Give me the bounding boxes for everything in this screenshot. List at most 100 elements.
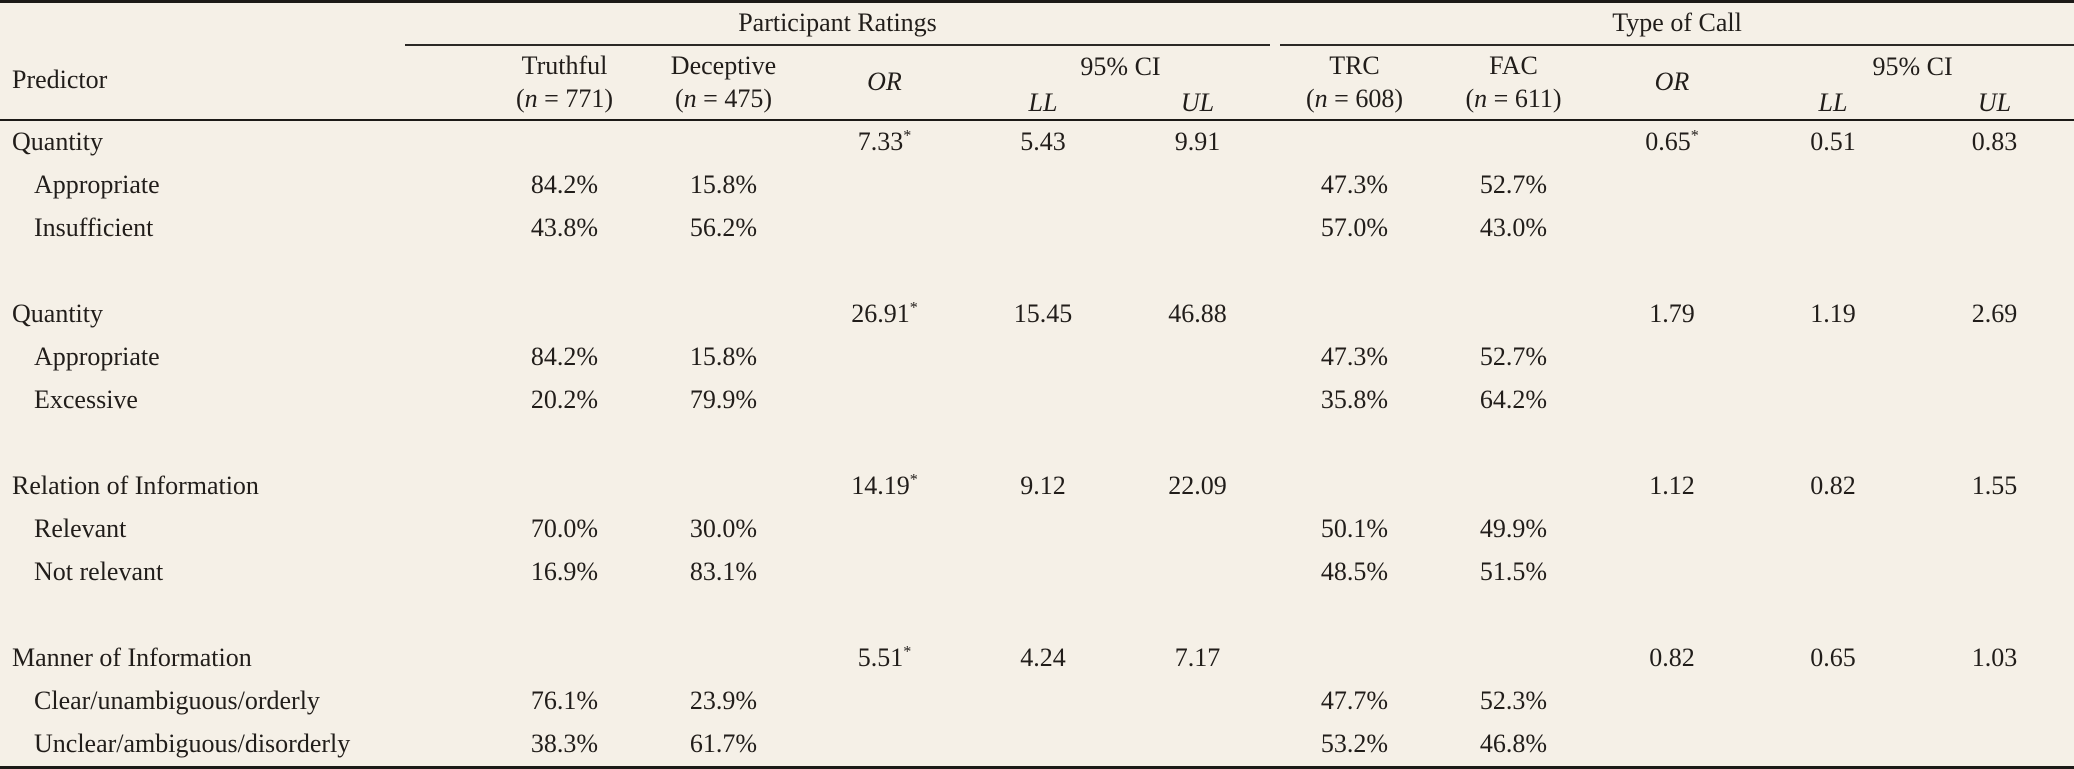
column-header-sample-size: (n = 475) (675, 84, 772, 113)
value-cell (966, 379, 1120, 422)
value-cell: 0.65 (1810, 643, 1856, 672)
value-cell (1915, 594, 2074, 637)
header-row: Truthful (n = 771) Deceptive (n = 475) O… (0, 45, 2074, 121)
value-cell: 64.2% (1479, 385, 1548, 414)
value-cell (1120, 207, 1275, 250)
value-cell (1915, 250, 2074, 293)
value-cell (405, 250, 644, 293)
column-header-ll-participant: LL (966, 87, 1120, 121)
value-cell: 52.7% (1479, 342, 1548, 371)
value-cell (644, 250, 803, 293)
value-cell (1593, 508, 1751, 551)
table-row: Quantity 7.33* 5.43 9.91 0.65* 0.51 0.83 (0, 120, 2074, 164)
value-cell (1751, 551, 1915, 594)
table-row: Unclear/ambiguous/disorderly 38.3% 61.7% 53… (0, 723, 2074, 768)
predictor-cell: Appropriate (34, 170, 160, 199)
value-cell: 47.3% (1320, 342, 1389, 371)
value-cell (1593, 164, 1751, 207)
column-header-deceptive: Deceptive (n = 475) (644, 45, 803, 121)
value-cell: 56.2% (689, 213, 758, 242)
value-cell: 61.7% (689, 729, 758, 758)
value-cell: 38.3% (530, 729, 599, 758)
predictor-cell: Appropriate (34, 342, 160, 371)
table-row: Excessive 20.2% 79.9% 35.8% 64.2% (0, 379, 2074, 422)
predictor-cell: Manner of Information (12, 643, 252, 672)
value-cell (1751, 164, 1915, 207)
value-cell (1751, 723, 1915, 768)
value-cell (1434, 637, 1593, 680)
value-cell: 1.79 (1649, 299, 1695, 328)
predictor-cell: Quantity (12, 127, 103, 156)
value-cell (1751, 422, 1915, 465)
value-cell (1915, 551, 2074, 594)
value-cell: 7.17 (1174, 643, 1221, 672)
value-cell (966, 336, 1120, 379)
value-cell (966, 594, 1120, 637)
value-cell: 4.24 (1020, 643, 1066, 672)
value-cell: 5.51* (857, 643, 912, 672)
value-cell: 30.0% (689, 514, 758, 543)
predictor-cell (0, 250, 405, 293)
value-cell: 84.2% (530, 342, 599, 371)
value-cell (1915, 336, 2074, 379)
value-cell: 53.2% (1320, 729, 1389, 758)
value-cell (966, 723, 1120, 768)
value-cell: 5.43 (1020, 127, 1066, 156)
table-row: Clear/unambiguous/orderly 76.1% 23.9% 47.7%… (0, 680, 2074, 723)
value-cell (1751, 508, 1915, 551)
value-cell: 14.19* (851, 471, 918, 500)
value-cell (1915, 164, 2074, 207)
value-cell: 26.91* (851, 299, 918, 328)
value-cell (966, 508, 1120, 551)
column-group-label: Type of Call (1280, 8, 2074, 46)
value-cell: 0.82 (1810, 471, 1856, 500)
value-cell: 22.09 (1168, 471, 1227, 500)
value-cell (1751, 594, 1915, 637)
value-cell (1751, 336, 1915, 379)
value-cell: 0.83 (1971, 127, 2018, 156)
value-cell (803, 422, 966, 465)
value-cell (1593, 680, 1751, 723)
predictor-cell: Insufficient (34, 213, 154, 242)
column-group-label: Participant Ratings (405, 8, 1270, 46)
column-header-trc: TRC (n = 608) (1275, 45, 1434, 121)
value-cell: 1.12 (1649, 471, 1695, 500)
value-cell (803, 379, 966, 422)
value-cell (966, 250, 1120, 293)
value-cell: 1.19 (1810, 299, 1856, 328)
column-header-truthful: Truthful (n = 771) (405, 45, 644, 121)
value-cell (1915, 379, 2074, 422)
value-cell (1434, 120, 1593, 164)
value-cell (1434, 293, 1593, 336)
value-cell: 50.1% (1320, 514, 1389, 543)
value-cell: 84.2% (530, 170, 599, 199)
value-cell (644, 594, 803, 637)
value-cell (1593, 336, 1751, 379)
value-cell (1434, 422, 1593, 465)
value-cell (644, 637, 803, 680)
header-row: LL UL LL UL (0, 87, 2074, 121)
predictor-cell (0, 594, 405, 637)
value-cell (1751, 207, 1915, 250)
value-cell (1751, 680, 1915, 723)
value-cell (1275, 637, 1434, 680)
column-header-label: FAC (1489, 51, 1538, 80)
value-cell (1120, 250, 1275, 293)
n-symbol: n (524, 84, 538, 113)
significance-asterisk: * (1690, 127, 1699, 145)
significance-asterisk: * (903, 127, 912, 145)
value-cell (405, 465, 644, 508)
value-cell: 83.1% (689, 557, 758, 586)
value-cell: 1.55 (1971, 471, 2018, 500)
spacer-row (0, 594, 2074, 637)
table-row: Appropriate 84.2% 15.8% 47.3% 52.7% (0, 164, 2074, 207)
table-body: Quantity 7.33* 5.43 9.91 0.65* 0.51 0.83 Approp… (0, 120, 2074, 768)
table-row: Insufficient 43.8% 56.2% 57.0% 43.0% (0, 207, 2074, 250)
value-cell (1120, 164, 1275, 207)
value-cell: 48.5% (1320, 557, 1389, 586)
value-cell (966, 422, 1120, 465)
value-cell (803, 551, 966, 594)
column-header-sample-size: (n = 611) (1465, 84, 1562, 113)
column-header-ul-typeofcall: UL (1915, 87, 2074, 121)
